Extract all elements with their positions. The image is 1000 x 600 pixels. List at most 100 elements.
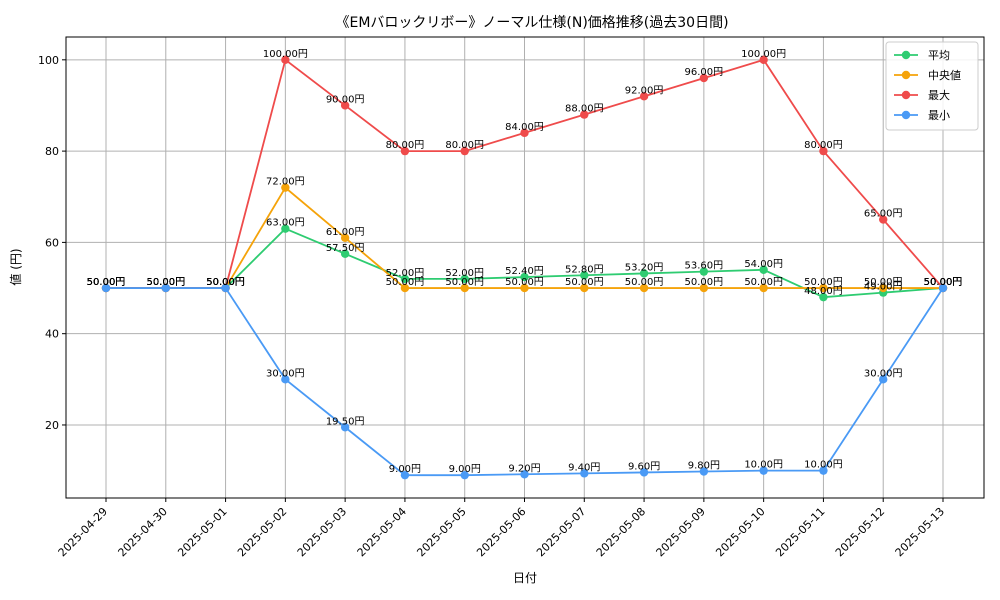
x-tick-label: 2025-05-04 xyxy=(355,505,409,559)
data-label: 88.00円 xyxy=(565,104,604,115)
data-point xyxy=(699,267,709,276)
x-tick-label: 2025-05-05 xyxy=(414,505,468,559)
data-label: 92.00円 xyxy=(625,85,664,96)
data-label: 53.20円 xyxy=(625,262,664,273)
data-point xyxy=(819,292,828,302)
data-point xyxy=(101,283,111,293)
data-label: 72.00円 xyxy=(266,177,305,188)
data-point xyxy=(281,183,290,192)
legend-marker xyxy=(901,70,911,80)
data-point xyxy=(639,92,649,101)
x-tick-label: 2025-04-30 xyxy=(116,505,170,559)
data-label: 50.00円 xyxy=(804,277,843,288)
data-label: 30.00円 xyxy=(266,368,305,379)
data-point xyxy=(759,265,768,274)
data-point xyxy=(819,146,828,156)
data-label: 9.40円 xyxy=(568,462,600,473)
data-label: 10.00円 xyxy=(744,460,783,471)
data-label: 50.00円 xyxy=(924,277,963,288)
data-label: 50.00円 xyxy=(87,277,126,288)
legend-marker xyxy=(901,50,911,60)
data-label: 30.00円 xyxy=(864,368,903,379)
data-label: 50.00円 xyxy=(505,277,544,288)
data-point xyxy=(281,55,290,65)
data-label: 90.00円 xyxy=(326,94,365,105)
data-point xyxy=(938,283,948,293)
legend-box xyxy=(885,41,979,131)
data-label: 50.00円 xyxy=(206,277,245,288)
data-label: 48.00円 xyxy=(804,286,843,297)
x-tick-label: 2025-05-10 xyxy=(713,505,767,559)
data-label: 100.00円 xyxy=(263,49,308,60)
data-label: 50.00円 xyxy=(146,277,185,288)
data-label: 80.00円 xyxy=(804,140,843,151)
data-point xyxy=(639,283,649,293)
data-label: 63.00円 xyxy=(266,218,305,229)
x-tick-label: 2025-05-06 xyxy=(474,505,528,559)
legend-marker xyxy=(901,90,911,100)
data-point xyxy=(281,375,290,384)
y-tick-label: 20 xyxy=(45,419,59,432)
data-point xyxy=(340,101,350,110)
data-label: 9.00円 xyxy=(449,464,481,475)
data-point xyxy=(699,73,709,83)
data-label: 52.00円 xyxy=(445,268,484,279)
data-label: 50.00円 xyxy=(206,277,245,288)
data-point xyxy=(340,233,350,243)
data-point xyxy=(580,110,589,119)
data-label: 80.00円 xyxy=(386,140,425,151)
data-label: 50.00円 xyxy=(625,277,664,288)
x-tick-label: 2025-05-01 xyxy=(175,505,229,559)
data-point xyxy=(520,470,529,479)
data-point xyxy=(340,423,350,432)
data-label: 50.00円 xyxy=(87,277,126,288)
y-tick-label: 80 xyxy=(45,145,59,158)
data-label: 9.00円 xyxy=(389,464,421,475)
data-label: 53.60円 xyxy=(685,261,724,272)
data-point xyxy=(460,470,469,480)
data-point xyxy=(580,271,589,280)
data-label: 54.00円 xyxy=(744,259,783,270)
data-label: 10.00円 xyxy=(804,460,843,471)
data-point xyxy=(460,146,469,156)
legend-label: 平均 xyxy=(928,49,950,62)
data-label: 9.60円 xyxy=(628,461,660,472)
y-tick-label: 40 xyxy=(45,328,59,341)
data-point xyxy=(460,274,469,284)
data-point xyxy=(400,470,410,480)
data-label: 50.00円 xyxy=(146,277,185,288)
data-label: 50.00円 xyxy=(924,277,963,288)
data-point xyxy=(879,283,888,293)
data-point xyxy=(819,466,828,475)
x-tick-label: 2025-05-02 xyxy=(235,505,289,559)
legend-label: 最大 xyxy=(928,88,950,102)
legend-label: 最小 xyxy=(928,109,950,122)
data-label: 50.00円 xyxy=(744,277,783,288)
series-layer xyxy=(101,55,948,480)
data-point xyxy=(819,283,828,293)
data-point xyxy=(340,249,350,259)
y-axis-label: 値 (円) xyxy=(8,248,23,285)
data-label: 96.00円 xyxy=(685,67,724,78)
data-label: 50.00円 xyxy=(565,277,604,288)
legend-marker xyxy=(901,110,911,120)
data-point xyxy=(759,55,768,65)
data-point xyxy=(520,283,529,293)
grid xyxy=(66,37,984,498)
data-point xyxy=(699,467,709,476)
x-tick-label: 2025-05-12 xyxy=(833,505,887,559)
data-point xyxy=(520,272,529,282)
x-axis-label: 日付 xyxy=(513,571,537,585)
data-label: 100.00円 xyxy=(741,49,786,60)
data-point xyxy=(759,466,768,475)
data-label: 19.50円 xyxy=(326,416,365,427)
x-tick-label: 2025-05-03 xyxy=(295,505,349,559)
x-tick-label: 2025-05-09 xyxy=(654,505,708,559)
data-label: 57.50円 xyxy=(326,243,365,254)
data-label: 50.00円 xyxy=(206,277,245,288)
data-label: 50.00円 xyxy=(146,277,185,288)
data-labels-layer: 50.00円 50.00円 50.00円 63.00円 57.50円 52.00円 52.0… xyxy=(87,49,963,475)
data-label: 49.00円 xyxy=(864,282,903,293)
